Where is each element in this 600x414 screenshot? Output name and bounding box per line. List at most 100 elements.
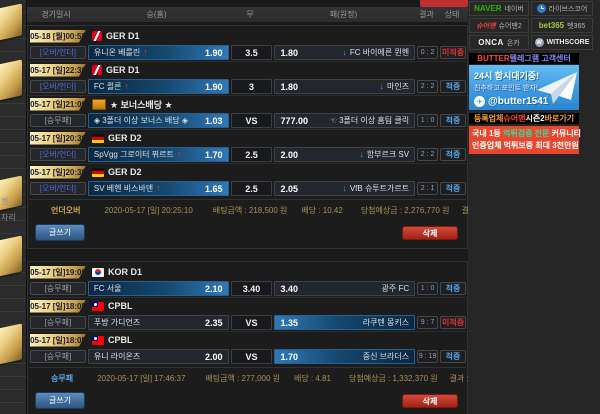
cut-off-banner[interactable] [0, 59, 22, 101]
away-team-name: 라쿠텐 몽키스 [362, 318, 410, 327]
banner-line-1: 24시 항시대기중! [474, 71, 540, 81]
delete-button[interactable]: 삭제 [402, 226, 458, 240]
over-arrow-icon: ↑ [124, 81, 129, 91]
cpbl-flag-icon [92, 301, 104, 311]
home-team-name: 유니 라이온즈 [93, 352, 141, 361]
away-team-group: ↓ VfB 슈투트가르트 [342, 183, 409, 194]
status-badge: 적중 [440, 148, 466, 161]
result-score: 2 : 2 [417, 80, 439, 93]
partner-link-livescore[interactable]: 라이브스코어 [531, 1, 593, 16]
result-label: 결과 : [449, 373, 469, 383]
match-date-badge: 05-17 [일]18:05 [30, 335, 86, 345]
result-score: 9 : 19 [417, 350, 439, 363]
bet-datetime: 2020-05-17 [일] 20:25:10 [104, 205, 193, 215]
away-odds: 2.00 [280, 149, 298, 160]
verify-line-1: 국내 1등 먹튀검증 전문 커뮤니티 [472, 128, 581, 140]
cut-off-banner[interactable] [0, 3, 22, 41]
cut-off-banner[interactable] [0, 323, 22, 365]
expected-winnings: 당첨예상금 : 2,276,770 원 [360, 205, 450, 215]
match-date-badge: 05-17 [일]18:05 [30, 301, 86, 311]
league-name: GER D2 [108, 133, 142, 143]
home-cell[interactable]: FC 서울 2.10 [87, 281, 229, 296]
ger-d1-flag-icon [92, 65, 102, 75]
write-post-button[interactable]: 글쓰기 [35, 224, 85, 241]
draw-odds-cell: 3.5 [230, 45, 273, 60]
bet365-logo: bet365 [538, 21, 565, 30]
away-cell: 2.00 ↓ 함부르크 SV [274, 147, 416, 162]
bet-odds: 배당 : 10.42 [301, 205, 343, 215]
away-cell: 1.80 ↓ FC 바이에른 뮌헨 [274, 45, 416, 60]
write-post-button[interactable]: 글쓰기 [35, 392, 85, 409]
banner-text-part: 먹튀검증 전문 [502, 129, 552, 138]
home-odds: 1.90 [205, 81, 223, 92]
away-odds: 3.40 [280, 283, 298, 294]
match-bet-row: [오버/언더] 유니온 베를린 ↑ 1.90 3.5 1.80 ↓ FC 바이에른 뮌헨 0 :… [29, 44, 466, 61]
match-bet-row: [오버/언더] FC 쾰른 ↑ 1.90 3 1.80 ↓ 마인즈 2 : 2 적중 [29, 78, 466, 95]
result-score: 2 : 2 [417, 148, 439, 161]
partner-link-sureman[interactable]: 슈어맨 슈어맨2 [469, 18, 529, 33]
partner-link-naver[interactable]: NAVER 네이버 [469, 1, 529, 16]
banner-text-part: 바로가기 [544, 114, 575, 123]
result-score: 9 : 7 [417, 316, 439, 329]
partner-label: 온카 [506, 39, 520, 47]
home-team-name: ◈ 3폴더 이상 보너스 배당 ◈ [93, 116, 188, 125]
column-header-5: 상태 [444, 10, 460, 19]
partner-link-bet365[interactable]: bet365 벳365 [531, 18, 593, 33]
withscore-icon [534, 38, 544, 47]
away-cell[interactable]: 1.70 중신 브라더스 [274, 349, 416, 364]
home-cell[interactable]: SpVgg 그로이터 퓌르트 ↑ 1.70 [87, 147, 229, 162]
verify-line-2: 인증업체 먹튀보증 최대 3천만원 [472, 141, 579, 150]
away-cell[interactable]: 1.35 라쿠텐 몽키스 [274, 315, 416, 330]
bonus-flag-icon [92, 98, 106, 110]
naver-logo: NAVER [474, 4, 502, 13]
bet-slip-card: 05-17 [일]19:00 KOR D1 [승무패] FC 서울 2.10 3.40 3.… [27, 261, 494, 414]
away-team-name: 마인즈 [387, 82, 410, 91]
home-cell[interactable]: ◈ 3폴더 이상 보너스 배당 ◈ 1.03 [87, 113, 229, 128]
cut-off-red-button[interactable] [420, 0, 468, 7]
match-bet-row: [승무패] FC 서울 2.10 3.40 3.40 광주 FC 1 : 0 적중 [29, 280, 466, 297]
draw-odds-cell: VS [230, 349, 273, 364]
away-team-group: 중신 브라더스 [363, 351, 409, 362]
home-odds: 2.00 [205, 351, 223, 362]
away-odds: 1.70 [280, 351, 298, 362]
card-actions: 글쓰기 삭제 [29, 220, 466, 246]
ger-d2-flag-icon [92, 133, 104, 143]
status-badge: 적중 [440, 114, 466, 127]
away-team-name: ☜ 3폴더 이상 홈팀 클릭 [329, 116, 410, 125]
cut-off-banner[interactable] [0, 235, 22, 277]
delete-button[interactable]: 삭제 [402, 394, 458, 408]
over-arrow-icon: ↑ [176, 149, 182, 159]
banner-text-part: 커뮤니티 [551, 129, 582, 138]
home-odds: 1.90 [205, 47, 223, 58]
verification-banner[interactable]: 국내 1등 먹튀검증 전문 커뮤니티 인증업체 먹튀보증 최대 3천만원 [469, 126, 581, 154]
home-cell[interactable]: SV 베헨 비스바덴 ↑ 1.65 [87, 181, 229, 196]
telegram-contact-banner[interactable]: 24시 항시대기중! 친추하고 포인트 받자! @butter1541 [469, 65, 579, 110]
bet-type-badge: [오버/언더] [30, 46, 86, 59]
match-date-badge: 05-18 [월]00:59 [30, 31, 86, 41]
livescore-icon [536, 4, 546, 13]
cut-off-text: 자리 [1, 213, 16, 222]
draw-odds-cell: 3 [230, 79, 273, 94]
home-cell[interactable]: 유니온 베를린 ↑ 1.90 [87, 45, 229, 60]
column-header-4: 결과 [419, 10, 434, 19]
home-cell[interactable]: FC 쾰른 ↑ 1.90 [87, 79, 229, 94]
sureman-link-banner[interactable]: 등록업체 슈어맨 시즌2 바로가기 [469, 113, 579, 124]
under-arrow-icon: ↓ [379, 81, 385, 91]
result-score: 2 : 1 [417, 182, 439, 195]
under-arrow-icon: ↓ [342, 183, 347, 193]
match-bet-row: [승무패] 푸방 가디언즈 2.35 VS 1.35 라쿠텐 몽키스 9 : 7 미적중 [29, 314, 466, 331]
telegram-support-banner[interactable]: BUTTER 텔레그램 고객센터 [469, 53, 579, 64]
away-team-group: ↓ FC 바이에른 뮌헨 [342, 47, 409, 58]
bet-type-badge: [오버/언더] [30, 80, 86, 93]
away-odds: 1.80 [280, 81, 298, 92]
partner-link-withscore[interactable]: WITHSCORE [531, 35, 593, 50]
away-team-name: 함부르크 SV [366, 150, 410, 159]
partner-link-onca[interactable]: ONCA 온카 [469, 35, 529, 50]
partner-label: WITHSCORE [546, 39, 590, 46]
bet-odds: 배당 : 4.81 [294, 373, 331, 383]
bet-slip-card: 05-18 [월]00:59 GER D1 [오버/언더] 유니온 베를린 ↑ 1.90 3… [27, 25, 506, 249]
match-date-badge: 05-17 [일]21:00 [30, 99, 86, 109]
bet-summary-row: 승무패 2020-05-17 [일] 17:46:37 배팅금액 : 277,000… [29, 367, 494, 388]
under-arrow-icon: ↓ [342, 47, 347, 57]
